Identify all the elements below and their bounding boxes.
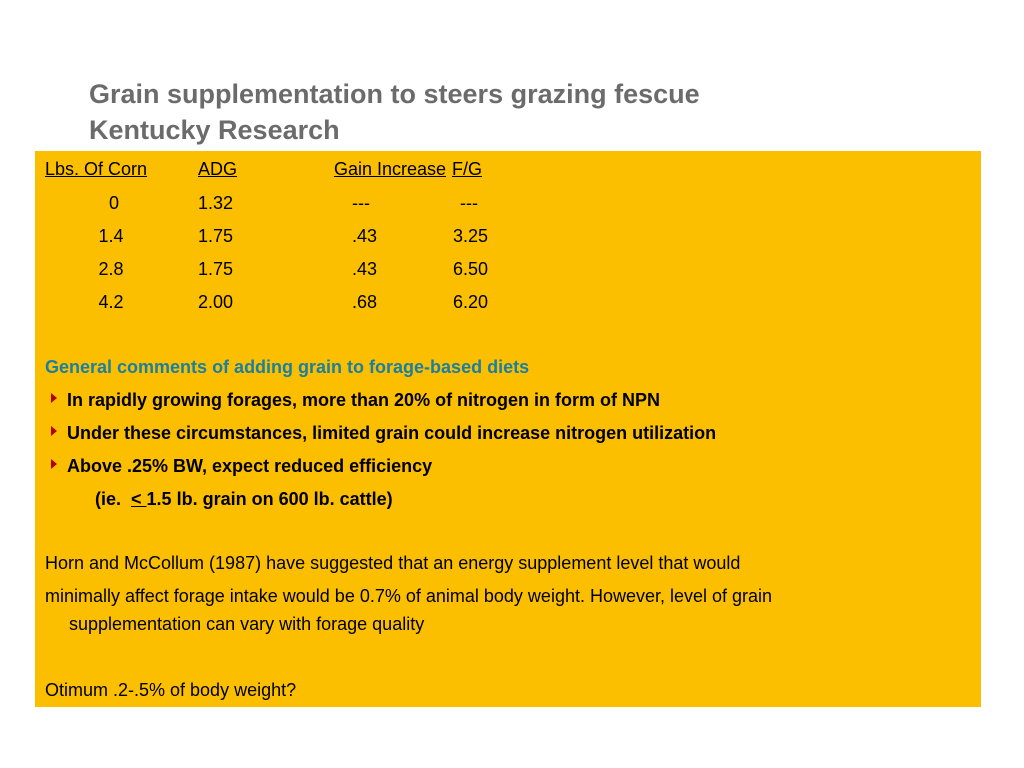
bullet-item: Under these circumstances, limited grain… [45, 422, 716, 444]
table-header-gain-increase: Gain Increase [333, 159, 446, 179]
bullet-item: In rapidly growing forages, more than 20… [45, 389, 660, 411]
subnote-symbol: < [131, 489, 147, 509]
table-cell: 6.50 [453, 259, 489, 279]
table-cell: .68 [352, 292, 378, 312]
table-cell: 1.32 [198, 193, 234, 213]
table-cell: 1.75 [198, 226, 234, 246]
table-cell: 0 [108, 193, 119, 213]
table-cell: 6.20 [453, 292, 489, 312]
subnote-prefix: (ie. [95, 489, 127, 509]
table-cell: .43 [352, 226, 378, 246]
bullet-arrow-icon [51, 426, 57, 436]
paragraph-line-1: Horn and McCollum (1987) have suggested … [45, 553, 741, 573]
table-cell: 1.4 [98, 226, 124, 246]
slide-title-line-2: Kentucky Research [89, 115, 340, 145]
footer-question: Otimum .2-.5% of body weight? [45, 680, 297, 700]
table-cell: --- [460, 193, 478, 213]
bullet-arrow-icon [51, 459, 57, 469]
slide-title-line-1: Grain supplementation to steers grazing … [89, 79, 700, 109]
table-cell: 4.2 [98, 292, 124, 312]
table-cell: 3.25 [453, 226, 489, 246]
table-header-corn: Lbs. Of Corn [45, 159, 148, 179]
paragraph-line-3: supplementation can vary with forage qua… [69, 614, 425, 634]
bullet-text: In rapidly growing forages, more than 20… [67, 390, 661, 410]
bullet-text: Under these circumstances, limited grain… [67, 423, 717, 443]
comments-heading: General comments of adding grain to fora… [45, 357, 530, 377]
table-cell: --- [352, 193, 370, 213]
subnote-suffix: 1.5 lb. grain on 600 lb. cattle) [146, 489, 393, 509]
table-header-adg: ADG [198, 159, 238, 179]
bullet-subnote: (ie. < 1.5 lb. grain on 600 lb. cattle) [95, 488, 393, 510]
bullet-item: Above .25% BW, expect reduced efficiency [45, 455, 432, 477]
table-header-fg: F/G [452, 159, 482, 179]
table-cell: 1.75 [198, 259, 234, 279]
table-cell: .43 [352, 259, 378, 279]
bullet-arrow-icon [51, 393, 57, 403]
content-panel [35, 151, 981, 707]
slide-title: Grain supplementation to steers grazing … [89, 76, 700, 148]
bullet-text: Above .25% BW, expect reduced efficiency [67, 456, 433, 476]
table-cell: 2.8 [98, 259, 124, 279]
table-cell: 2.00 [198, 292, 234, 312]
paragraph-line-2: minimally affect forage intake would be … [45, 586, 773, 606]
